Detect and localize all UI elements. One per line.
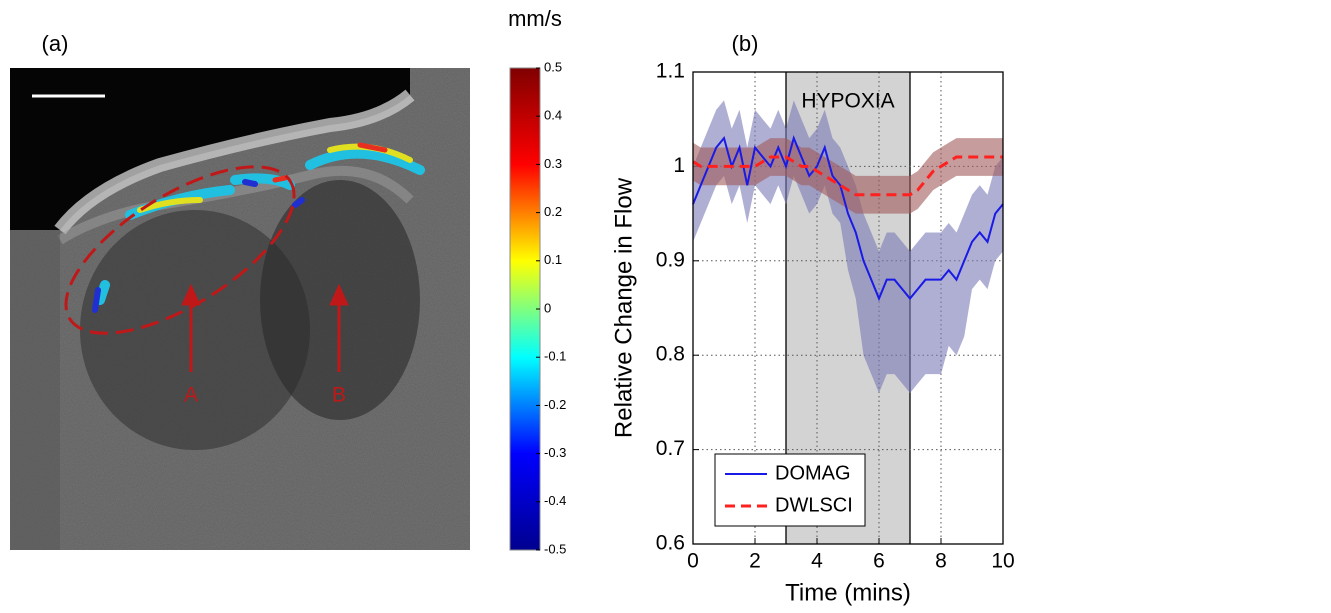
y-tick-label: 0.7 [656,437,685,460]
region-ellipse [64,165,296,335]
series-line [692,134,1004,302]
y-tick-label: 0.6 [656,532,685,555]
colorbar-tick-label: 0 [544,300,551,315]
colorbar-tick-label: -0.3 [544,445,566,460]
y-tick-label: 1 [673,154,685,177]
oct-image [10,68,470,550]
y-tick-label: 0.8 [656,343,685,366]
y-tick-label: 0.9 [656,248,685,271]
region-label: HYPOXIA [801,90,894,113]
x-axis-label: Time (mins) [785,579,911,606]
colorbar-fill [509,67,541,551]
annotation: A [184,384,198,407]
colorbar-tick-label: 0.3 [544,156,562,171]
colorbar-tick-label: 0.2 [544,204,562,219]
colorbar-tick-label: -0.2 [544,397,566,412]
legend-label: DOMAG [775,462,851,484]
panel-label: (a) [42,31,69,56]
colorbar-label: mm/s [508,6,562,31]
colorbar-tick-label: -0.4 [544,493,566,508]
line-chart: HYPOXIA 0 2 4 6 8 10 0.6 0.7 0.8 0.9 1 1.1 DOMAG DWLSC… [610,60,1014,607]
colorbar-tick-label: 0.5 [544,59,562,74]
colorbar-tick-label: 0.4 [544,108,562,123]
y-axis-label: Relative Change in Flow [610,177,637,438]
colorbar-tick-label: 0.1 [544,252,562,267]
legend-label: DWLSCI [775,494,853,516]
panel-label: (b) [732,31,759,56]
colorbar-tick-label: -0.5 [544,541,566,556]
series-line [692,155,1003,197]
x-tick-label: 6 [873,550,885,573]
plot-frame [692,71,1004,545]
x-tick-label: 8 [935,550,947,573]
colorbar-tick-label: -0.1 [544,349,566,364]
x-tick-label: 2 [749,550,761,573]
arrows [181,283,349,372]
y-tick-label: 1.1 [656,60,685,83]
annotation: B [332,384,346,407]
x-tick-label: 10 [991,550,1014,573]
legend-box [714,453,866,527]
x-tick-label: 4 [811,550,823,573]
colorbar: 0.5 0.4 0.3 0.2 0.1 0 -0.1 -0.2 -0.3 -0.4 -0.5 [509,59,566,556]
x-tick-label: 0 [687,550,699,573]
